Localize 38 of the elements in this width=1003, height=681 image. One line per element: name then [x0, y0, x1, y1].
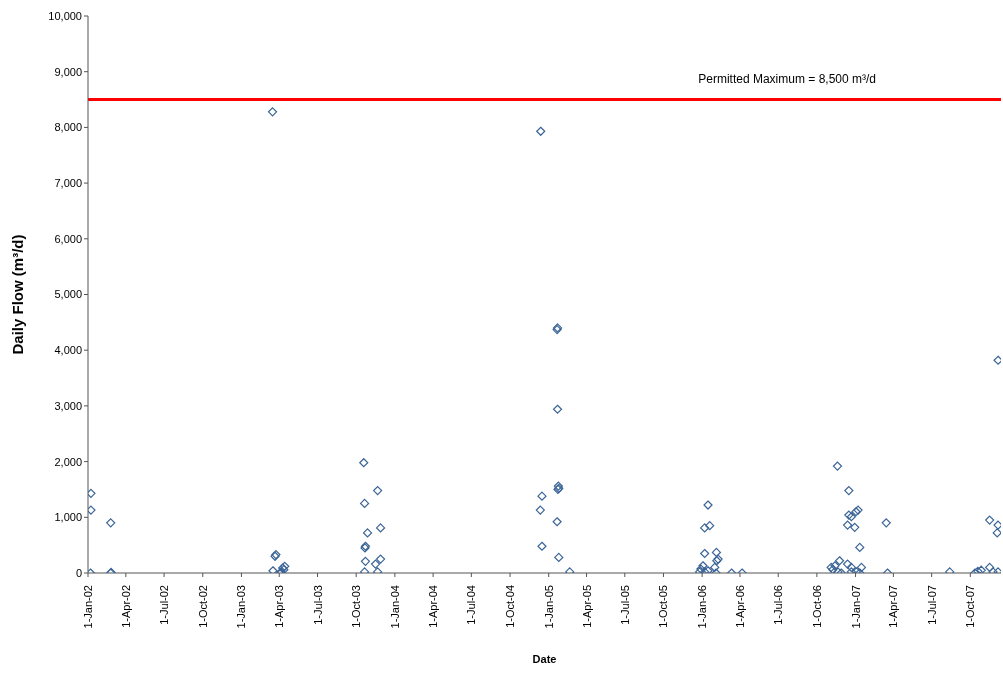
x-tick-label: 1-Jul-07 [925, 585, 938, 625]
x-tick-label: 1-Apr-05 [580, 585, 593, 628]
y-tick-label: 6,000 [54, 232, 82, 245]
x-tick-label: 1-Apr-02 [119, 585, 132, 628]
y-tick-label: 9,000 [54, 65, 82, 78]
y-tick-label: 1,000 [54, 511, 82, 524]
y-tick-label: 2,000 [54, 455, 82, 468]
x-tick-label: 1-Jan-04 [388, 585, 401, 629]
x-tick-label: 1-Apr-04 [427, 585, 440, 628]
x-tick-label: 1-Jul-03 [311, 585, 324, 625]
x-tick-label: 1-Jan-06 [696, 585, 709, 629]
y-tick-label: 0 [75, 566, 82, 579]
y-tick-label: 3,000 [54, 399, 82, 412]
y-tick-label: 4,000 [54, 344, 82, 357]
x-tick-label: 1-Jan-05 [542, 585, 555, 629]
x-tick-label: 1-Jul-04 [465, 585, 478, 625]
x-tick-label: 1-Oct-02 [196, 585, 209, 628]
x-tick-label: 1-Jul-05 [618, 585, 631, 625]
x-tick-label: 1-Oct-06 [810, 585, 823, 628]
x-tick-label: 1-Apr-07 [887, 585, 900, 628]
x-tick-label: 1-Oct-04 [504, 585, 517, 628]
x-tick-label: 1-Oct-05 [657, 585, 670, 628]
x-tick-label: 1-Oct-03 [350, 585, 363, 628]
x-tick-label: 1-Jan-03 [235, 585, 248, 629]
y-tick-label: 10,000 [48, 9, 82, 22]
x-axis-title: Date [532, 653, 557, 665]
y-tick-label: 8,000 [54, 121, 82, 134]
y-axis-title: Daily Flow (m³/d) [9, 234, 27, 355]
x-tick-label: 1-Oct-07 [964, 585, 977, 628]
x-tick-label: 1-Jul-02 [158, 585, 171, 625]
ref-line-label: Permitted Maximum = 8,500 m³/d [698, 72, 876, 87]
y-tick-label: 5,000 [54, 288, 82, 301]
x-tick-label: 1-Jan-02 [82, 585, 94, 629]
x-tick-label: 1-Apr-03 [273, 585, 286, 628]
x-tick-label: 1-Jul-06 [772, 585, 785, 625]
y-tick-label: 7,000 [54, 177, 82, 190]
x-tick-label: 1-Apr-06 [733, 585, 746, 628]
x-tick-label: 1-Jan-07 [849, 585, 862, 629]
